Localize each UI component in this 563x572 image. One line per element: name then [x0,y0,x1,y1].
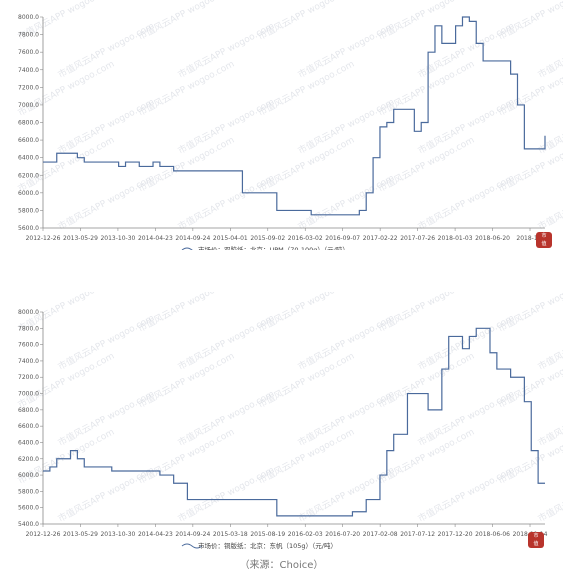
y-tick-label: 6800.0 [18,407,39,414]
watermark-text: 市值风云APP wogoo.com [536,20,563,81]
y-tick-label: 5800.0 [18,207,39,214]
legend-swatch-icon [181,543,203,549]
watermark-text: 市值风云APP wogoo.com [536,312,563,373]
y-tick-label: 6200.0 [18,172,39,179]
x-tick-label: 2015-03-18 [213,531,248,538]
x-tick-label: 2013-05-29 [63,235,98,242]
y-tick-label: 6000.0 [18,190,39,197]
watermark-layer: 市值风云APP wogoo.com 市值风云APP wogoo.com 市值风云AP… [16,292,563,525]
series-line [43,16,546,216]
watermark-text: 市值风云APP wogoo.com [56,464,156,525]
y-tick-label: 7200.0 [18,374,39,381]
watermark-text: 市值风云APP wogoo.com [176,464,276,525]
y-tick-label: 7200.0 [18,84,39,91]
x-tick-label: 2013-05-29 [63,531,98,538]
x-tick-label: 2018-06-06 [475,531,510,538]
brand-seal-icon: 市值 [536,232,552,248]
x-tick-label: 2016-03-02 [288,235,323,242]
x-tick-label: 2014-04-23 [138,531,173,538]
y-tick-label: 7600.0 [18,342,39,349]
watermark-text: 市值风云APP wogoo.com [56,172,156,233]
line-chart-upm: 市值风云APP wogoo.com 市值风云APP wogoo.com 市值风云AP… [16,0,563,250]
watermark-text: 市值风云APP wogoo.com [496,0,563,43]
y-tick-label: 6400.0 [18,155,39,162]
brand-seal-icon: 市值 [528,532,544,548]
y-tick-label: 6400.0 [18,439,39,446]
x-tick-label: 2017-02-08 [363,531,398,538]
x-tick-label: 2017-02-22 [363,235,398,242]
chart-panel-double-offset-paper: 市值风云APP wogoo.com 市值风云APP wogoo.com 市值风云AP… [0,0,563,250]
x-tick-label: 2018-11- [516,235,543,242]
x-tick-label: 2016-07-20 [325,531,360,538]
y-tick-label: 5600.0 [18,225,39,232]
watermark-text: 市值风云APP wogoo.com [416,172,516,233]
y-tick-label: 5800.0 [18,488,39,495]
x-tick-label: 2016-09-07 [325,235,360,242]
series-line [43,327,545,517]
x-tick-label: 2017-07-26 [400,235,435,242]
x-tick-label: 2015-08-19 [250,531,285,538]
x-tick-label: 2015-09-02 [250,235,285,242]
x-tick-label: 2015-04-01 [213,235,248,242]
y-tick-label: 7400.0 [18,358,39,365]
x-tick-label: 2014-09-24 [175,531,210,538]
watermark-text: 市值风云APP wogoo.com [536,388,563,449]
x-tick-label: 2017-07-12 [400,531,435,538]
watermark-layer: 市值风云APP wogoo.com 市值风云APP wogoo.com 市值风云AP… [16,0,563,233]
watermark-text: 市值风云APP wogoo.com [176,172,276,233]
x-tick-label: 2018-01-03 [438,235,473,242]
watermark-text: 市值风云APP wogoo.com [536,96,563,157]
y-tick-label: 7400.0 [18,67,39,74]
y-tick-label: 7800.0 [18,32,39,39]
y-tick-label: 7000.0 [18,391,39,398]
y-tick-label: 7600.0 [18,49,39,56]
y-tick-label: 8000.0 [18,309,39,316]
legend-label: 市场价：铜版纸：北京：东帆（105g）（元/吨） [198,541,337,550]
x-tick-label: 2017-12-20 [438,531,473,538]
x-tick-label: 2012-12-26 [26,531,61,538]
line-chart-dongfan: 市值风云APP wogoo.com 市值风云APP wogoo.com 市值风云AP… [16,292,563,550]
x-tick-label: 2014-09-24 [175,235,210,242]
x-tick-label: 2018-06-20 [475,235,510,242]
x-tick-label: 2013-10-30 [100,235,135,242]
y-tick-label: 7800.0 [18,325,39,332]
watermark-text: 市值风云APP wogoo.com [496,292,563,335]
watermark-text: 市值风云APP wogoo.com [536,464,563,525]
y-tick-label: 5400.0 [18,521,39,528]
y-tick-label: 5600.0 [18,505,39,512]
y-tick-label: 6000.0 [18,472,39,479]
x-tick-label: 2014-04-23 [138,235,173,242]
y-tick-label: 6600.0 [18,137,39,144]
y-tick-label: 6800.0 [18,120,39,127]
y-tick-label: 6600.0 [18,423,39,430]
legend-swatch-icon [181,247,202,250]
x-tick-label: 2013-10-30 [100,531,135,538]
x-tick-label: 2012-12-26 [26,235,61,242]
watermark-text: 市值风云APP wogoo.com [416,464,516,525]
watermark-text: 市值风云APP wogoo.com [296,172,396,233]
source-note: （来源：Choice） [239,560,324,571]
chart-panel-coated-paper: 市值风云APP wogoo.com 市值风云APP wogoo.com 市值风云AP… [0,292,563,550]
y-tick-label: 6200.0 [18,456,39,463]
legend-label: 市场价：双胶纸：北京：UPM（70-100g）（元/吨） [198,245,349,250]
x-tick-label: 2016-02-03 [288,531,323,538]
y-tick-label: 7000.0 [18,102,39,109]
watermark-text: 市值风云APP wogoo.com [536,172,563,233]
y-tick-label: 8000.0 [18,14,39,21]
